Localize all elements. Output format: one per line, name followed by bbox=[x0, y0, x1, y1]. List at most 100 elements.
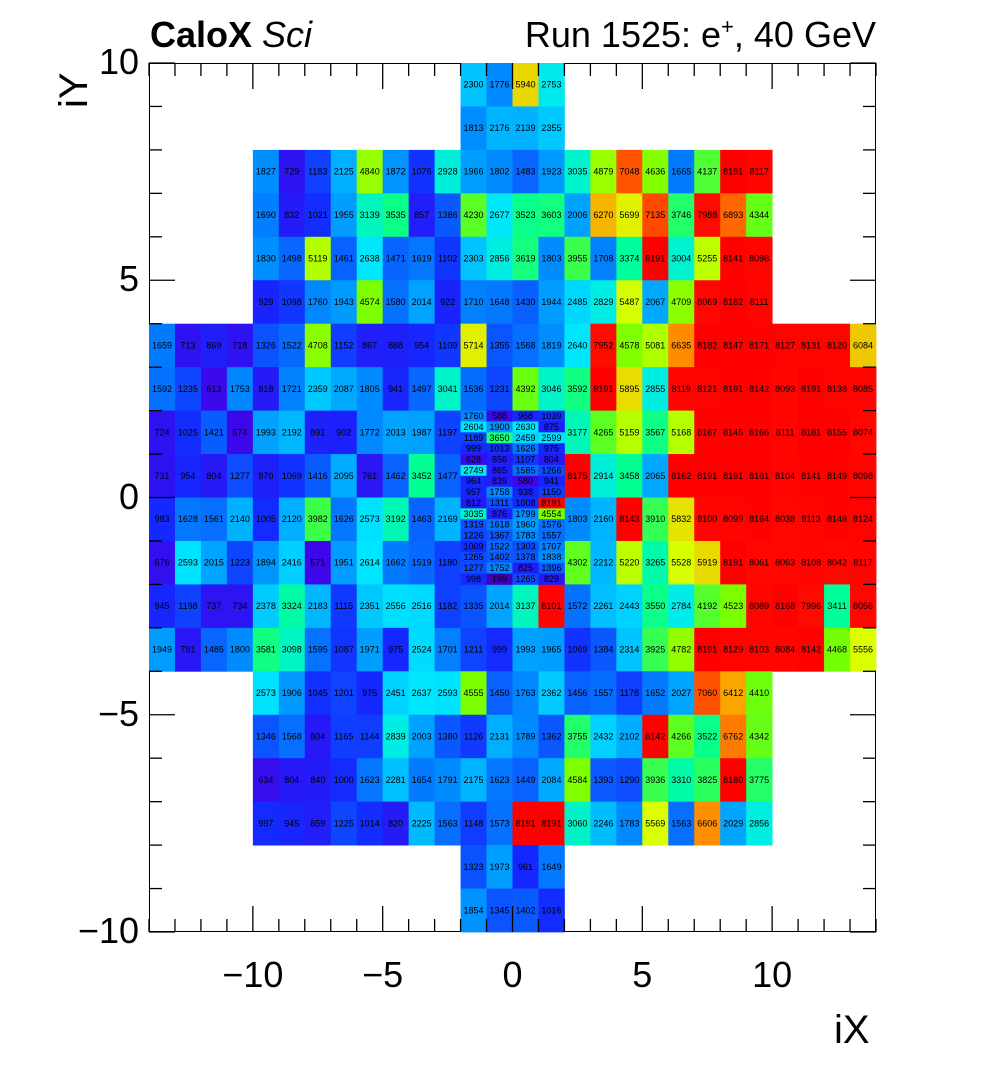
heatmap-cell bbox=[538, 464, 565, 477]
cell-value-label: 8117 bbox=[749, 167, 768, 177]
heatmap-cell bbox=[486, 888, 513, 933]
cell-value-label: 2351 bbox=[360, 601, 380, 611]
heatmap-cell bbox=[512, 454, 539, 466]
cell-value-label: 5699 bbox=[619, 210, 639, 220]
heatmap-cell bbox=[330, 193, 358, 238]
cell-value-label: 1225 bbox=[334, 818, 354, 828]
cell-value-label: 3550 bbox=[645, 601, 665, 611]
cell-value-label: 4266 bbox=[671, 731, 691, 741]
cell-value-label: 975 bbox=[388, 645, 403, 655]
heatmap-cell bbox=[252, 758, 280, 803]
cell-value-label: 5159 bbox=[619, 427, 639, 437]
heatmap-cell bbox=[824, 410, 851, 455]
heatmap-cell bbox=[616, 236, 643, 281]
cell-value-label: 1760 bbox=[308, 297, 328, 307]
cell-value-label: 1115 bbox=[334, 601, 353, 611]
heatmap-cell bbox=[512, 714, 539, 759]
heatmap-cell bbox=[460, 193, 487, 238]
cell-value-label: 8103 bbox=[749, 645, 769, 655]
heatmap-cell bbox=[824, 584, 851, 629]
cell-value-label: 804 bbox=[284, 775, 299, 785]
cell-value-label: 1326 bbox=[256, 340, 276, 350]
cell-value-label: 8085 bbox=[853, 384, 873, 394]
heatmap-cell bbox=[564, 454, 591, 498]
cell-value-label: 3035 bbox=[567, 167, 587, 177]
heatmap-cell bbox=[486, 627, 513, 672]
cell-value-label: 8145 bbox=[723, 427, 743, 437]
heatmap-cell bbox=[434, 236, 461, 281]
heatmap-cell bbox=[590, 801, 617, 846]
cell-value-label: 1483 bbox=[515, 167, 535, 177]
heatmap-cell bbox=[408, 454, 435, 498]
heatmap-cell bbox=[460, 801, 487, 846]
heatmap-cell bbox=[538, 454, 565, 466]
cell-value-label: 4708 bbox=[308, 340, 328, 350]
cell-value-label: 3825 bbox=[697, 775, 717, 785]
heatmap-cell bbox=[720, 367, 747, 411]
heatmap-cell bbox=[772, 497, 799, 542]
cell-value-label: 1416 bbox=[308, 471, 328, 481]
cell-value-label: 2630 bbox=[515, 422, 535, 432]
x-tick-label: −5 bbox=[362, 954, 404, 995]
heatmap-cell bbox=[408, 236, 435, 281]
heatmap-cell bbox=[460, 443, 487, 455]
heatmap-cell bbox=[486, 551, 513, 564]
cell-value-label: 1126 bbox=[464, 731, 483, 741]
y-axis-label: iY bbox=[52, 72, 96, 108]
cell-value-label: 8063 bbox=[775, 558, 795, 568]
cell-value-label: 999 bbox=[466, 444, 481, 454]
heatmap-cell bbox=[694, 193, 721, 238]
heatmap-cell bbox=[720, 323, 747, 368]
heatmap-cell bbox=[460, 888, 487, 933]
experiment-name-italic: Sci bbox=[262, 14, 313, 55]
cell-value-label: 2856 bbox=[749, 818, 769, 828]
heatmap-cell bbox=[538, 530, 565, 542]
cell-value-label: 804 bbox=[206, 471, 221, 481]
heatmap-cell bbox=[408, 280, 435, 325]
cell-value-label: 1449 bbox=[515, 775, 535, 785]
heatmap-cell bbox=[486, 584, 513, 629]
heatmap-cell bbox=[486, 432, 513, 444]
heatmap-cell bbox=[564, 627, 591, 672]
heatmap-cell bbox=[278, 801, 306, 846]
heatmap-cell bbox=[694, 584, 721, 629]
heatmap-cell bbox=[304, 280, 332, 325]
cell-value-label: 1662 bbox=[386, 558, 406, 568]
cell-value-label: 7135 bbox=[645, 210, 665, 220]
cell-value-label: 2139 bbox=[515, 123, 535, 133]
cell-value-label: 5556 bbox=[853, 645, 873, 655]
heatmap-cell bbox=[434, 714, 461, 759]
cell-value-label: 1393 bbox=[593, 775, 613, 785]
heatmap-cell bbox=[356, 367, 384, 411]
cell-value-label: 1277 bbox=[464, 563, 484, 573]
cell-value-label: 1211 bbox=[464, 645, 483, 655]
heatmap-cell bbox=[330, 149, 358, 194]
heatmap-cell bbox=[538, 323, 565, 368]
cell-value-label: 1477 bbox=[438, 471, 458, 481]
cell-value-label: 954 bbox=[180, 471, 195, 481]
cell-value-label: 8119 bbox=[672, 384, 691, 394]
heatmap-cell bbox=[642, 149, 669, 194]
cell-value-label: 8098 bbox=[749, 254, 769, 264]
heatmap-cell bbox=[252, 410, 280, 455]
cell-value-label: 8182 bbox=[723, 297, 743, 307]
cell-value-label: 199 bbox=[492, 574, 507, 584]
cell-value-label: 8142 bbox=[749, 384, 769, 394]
heatmap-cell bbox=[746, 193, 773, 238]
cell-value-label: 2856 bbox=[490, 254, 510, 264]
cell-value-label: 1595 bbox=[308, 645, 328, 655]
cell-value-label: 865 bbox=[492, 465, 507, 475]
heatmap-cell bbox=[772, 454, 799, 498]
heatmap-cell bbox=[512, 497, 539, 509]
heatmap-cell bbox=[356, 714, 384, 759]
heatmap-cell bbox=[798, 540, 825, 585]
cell-value-label: 3310 bbox=[671, 775, 691, 785]
cell-value-label: 6893 bbox=[723, 210, 743, 220]
heatmap-cell bbox=[538, 236, 565, 281]
cell-value-label: 961 bbox=[518, 862, 533, 872]
heatmap-cell bbox=[538, 432, 565, 444]
cell-value-label: 2432 bbox=[593, 731, 613, 741]
cell-value-label: 8074 bbox=[853, 427, 873, 437]
cell-value-label: 902 bbox=[336, 427, 351, 437]
cell-value-label: 1872 bbox=[386, 167, 406, 177]
